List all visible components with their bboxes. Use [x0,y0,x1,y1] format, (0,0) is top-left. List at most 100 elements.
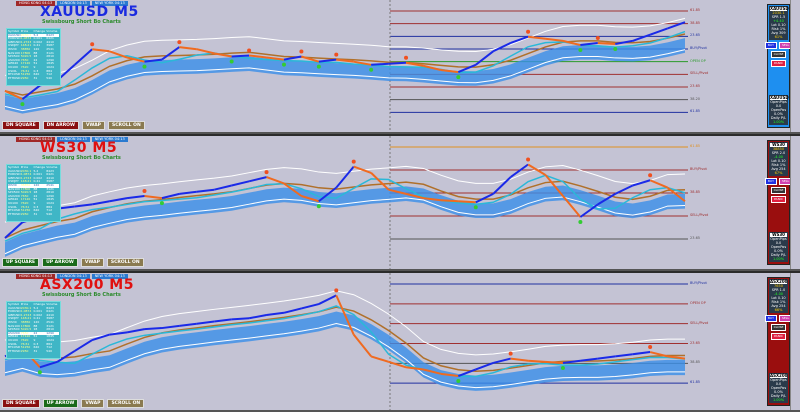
session-label: LONDON 04:13 [57,137,90,142]
table-row[interactable]: BTCUSD 51250 640 712 [8,73,59,77]
price-candle [318,58,337,63]
table-row[interactable]: XAUUSD 2030.1 5.2 8423 [8,169,59,174]
close-button[interactable]: CLOSE [770,51,787,58]
price-candle [126,328,145,334]
price-chart[interactable] [0,136,765,269]
table-row[interactable]: WS30 38850 120 2541 [8,183,59,188]
table-row[interactable]: GBPUSD 1.2743 0.002 4410 [8,312,59,318]
stat-text: Daily P/L [770,394,787,398]
buy-button[interactable]: BUY [764,178,777,185]
table-row[interactable]: GER40 17120 51 1845 [8,198,59,202]
up-arrow-button[interactable]: UP ARROW [42,258,78,267]
price-chart[interactable] [0,0,765,132]
scroll-on-button[interactable]: SCROLL ON [107,121,145,130]
scroll-on-button[interactable]: SCROLL ON [106,258,144,267]
trade-panel: ASX200 7650 SPR 1.0 -4.00 Lot 0.10 Risk 1… [764,277,793,406]
up-arrow-button[interactable]: UP ARROW [42,399,79,408]
table-row[interactable]: GER40 17120 51 1845 [8,335,59,339]
table-row[interactable]: GBPUSD 1.2743 0.002 4410 [8,175,59,181]
table-row[interactable]: NAS100 17800 88 3121 [8,186,59,192]
price-axis[interactable] [790,136,800,269]
table-cell: XAUUSD [8,32,21,37]
table-cell: 0.002 [33,312,43,317]
table-cell: 18 [33,190,38,195]
buy-button[interactable]: BUY [764,315,777,322]
table-cell: 76.51 [20,68,30,73]
table-row[interactable]: UK100 7620 9 1024 [8,338,59,343]
panic-button[interactable]: PANIC [771,60,786,67]
vwap-button[interactable]: VWAP [81,121,105,130]
price-candle [405,366,424,371]
table-cell: 17800 [20,186,31,191]
table-cell: 17120 [20,334,31,339]
table-row[interactable]: SPX500 5020.5 18 2810 [8,55,59,59]
dn-arrow-button[interactable]: DN ARROW [42,121,79,130]
table-row[interactable]: ETHUSD 2950 31 540 [8,349,59,354]
up-square-button[interactable]: UP SQUARE [2,258,40,267]
table-cell: 5020.5 [20,54,32,59]
scroll-on-button[interactable]: SCROLL ON [107,399,145,408]
table-row[interactable]: USOIL 76.51 0.3 884 [8,205,59,210]
price-candle [352,333,372,358]
table-row[interactable]: WS30 38850 120 2541 [8,320,59,325]
trade-panel: XAUUSD 2030.1 SPR 1.5 +4.40 Lot 0.10 Risk… [764,4,793,128]
table-cell: 51250 [20,345,31,350]
table-row[interactable]: UK100 7620 9 1024 [8,64,59,70]
table-row[interactable]: XAUUSD 2030.1 5.2 8423 [8,32,59,38]
table-cell: 712 [46,208,52,213]
panic-button[interactable]: PANIC [771,196,786,203]
price-candle [649,351,668,358]
table-cell: EURUSD [8,309,21,314]
ichimoku-cloud-blue [5,311,685,391]
table-row[interactable]: USDJPY 148.21 0.41 3987 [8,44,59,48]
table-row[interactable]: SPX500 5020.5 18 2810 [8,328,59,332]
panic-button[interactable]: PANIC [771,333,786,340]
table-row[interactable]: BTCUSD 51250 640 712 [8,346,59,350]
dn-square-button[interactable]: DN SQUARE [2,121,40,130]
table-row[interactable]: USOIL 76.51 0.3 884 [8,68,59,74]
price-candle [301,303,320,310]
price-axis[interactable] [790,0,800,132]
table-cell: UK100 [8,64,18,69]
table-row[interactable]: USDJPY 148.21 0.41 3987 [8,317,59,321]
price-candle [74,48,93,66]
buy-button[interactable]: BUY [764,42,777,49]
table-row[interactable]: EURUSD 1.0874 0.001 6421 [8,37,59,41]
table-row[interactable]: USDJPY 148.21 0.41 3987 [8,180,59,184]
table-row[interactable]: UK100 7620 9 1024 [8,201,59,206]
table-row[interactable]: ETHUSD 2950 31 540 [8,76,59,81]
close-button[interactable]: CLOSE [770,324,787,331]
close-button[interactable]: CLOSE [770,187,787,194]
table-row[interactable]: XAUUSD 2030.1 5.2 8423 [8,306,59,311]
price-axis[interactable] [790,273,800,410]
table-row[interactable]: ETHUSD 2950 31 540 [8,212,59,217]
price-candle [248,54,267,59]
table-row[interactable]: EURUSD 1.0874 0.001 6421 [8,310,59,314]
price-candle [196,320,215,325]
vwap-button[interactable]: VWAP [81,399,105,408]
table-row[interactable]: ASX200 7650 22 1290 [8,58,59,63]
vwap-button[interactable]: VWAP [80,258,104,267]
table-cell: 1.2743 [20,175,32,180]
table-row[interactable]: GER40 17120 51 1845 [8,62,59,66]
table-row[interactable]: ASX200 7650 22 1290 [8,331,59,336]
price-candle [353,165,372,174]
table-row[interactable]: WS30 38850 120 2541 [8,47,59,52]
session-label: HONG KONG 04:13 [16,137,56,142]
table-row[interactable]: NAS100 17800 88 3121 [8,51,59,56]
price-candle [371,62,389,66]
price-chart[interactable] [0,273,765,410]
level-label: BUY/Pivot [690,167,707,171]
dn-square-button[interactable]: DN SQUARE [2,399,40,408]
table-cell: NAS100 [8,186,20,191]
table-row[interactable]: ASX200 7650 22 1290 [8,194,59,199]
price-candle [335,294,355,336]
table-row[interactable]: GBPUSD 1.2743 0.002 4410 [8,40,59,45]
table-cell: 712 [46,345,52,350]
table-row[interactable]: EURUSD 1.0874 0.001 6421 [8,173,59,177]
side-symbol: ASX200 [770,279,788,284]
table-row[interactable]: BTCUSD 51250 640 712 [8,209,59,213]
table-row[interactable]: NAS100 17800 88 3121 [8,324,59,329]
table-row[interactable]: USOIL 76.51 0.3 884 [8,342,59,347]
table-row[interactable]: SPX500 5020.5 18 2810 [8,191,59,195]
